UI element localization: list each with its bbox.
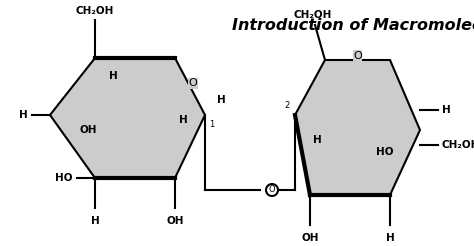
- Text: H: H: [313, 135, 321, 145]
- Text: OH: OH: [301, 233, 319, 243]
- Text: H: H: [109, 71, 118, 81]
- Text: H: H: [19, 110, 28, 120]
- Polygon shape: [295, 60, 420, 195]
- Circle shape: [266, 184, 278, 196]
- Text: H: H: [179, 115, 187, 125]
- Polygon shape: [50, 58, 205, 178]
- Text: O: O: [189, 78, 197, 89]
- Text: H: H: [217, 95, 226, 105]
- Text: CH₂OH: CH₂OH: [442, 140, 474, 150]
- Text: O: O: [269, 185, 275, 195]
- Text: 1: 1: [209, 120, 214, 129]
- Text: Introduction of Macromolecule: Introduction of Macromolecule: [232, 18, 474, 33]
- Text: CH₂OH: CH₂OH: [294, 10, 332, 20]
- Text: OH: OH: [79, 125, 97, 135]
- Text: CH₂OH: CH₂OH: [76, 6, 114, 16]
- Text: H: H: [442, 105, 451, 115]
- Text: HO: HO: [376, 147, 394, 157]
- Text: H: H: [386, 233, 394, 243]
- Text: OH: OH: [166, 216, 184, 226]
- Text: 2: 2: [285, 101, 290, 110]
- Text: H: H: [91, 216, 100, 226]
- Text: O: O: [353, 51, 362, 61]
- Text: HO: HO: [55, 173, 73, 183]
